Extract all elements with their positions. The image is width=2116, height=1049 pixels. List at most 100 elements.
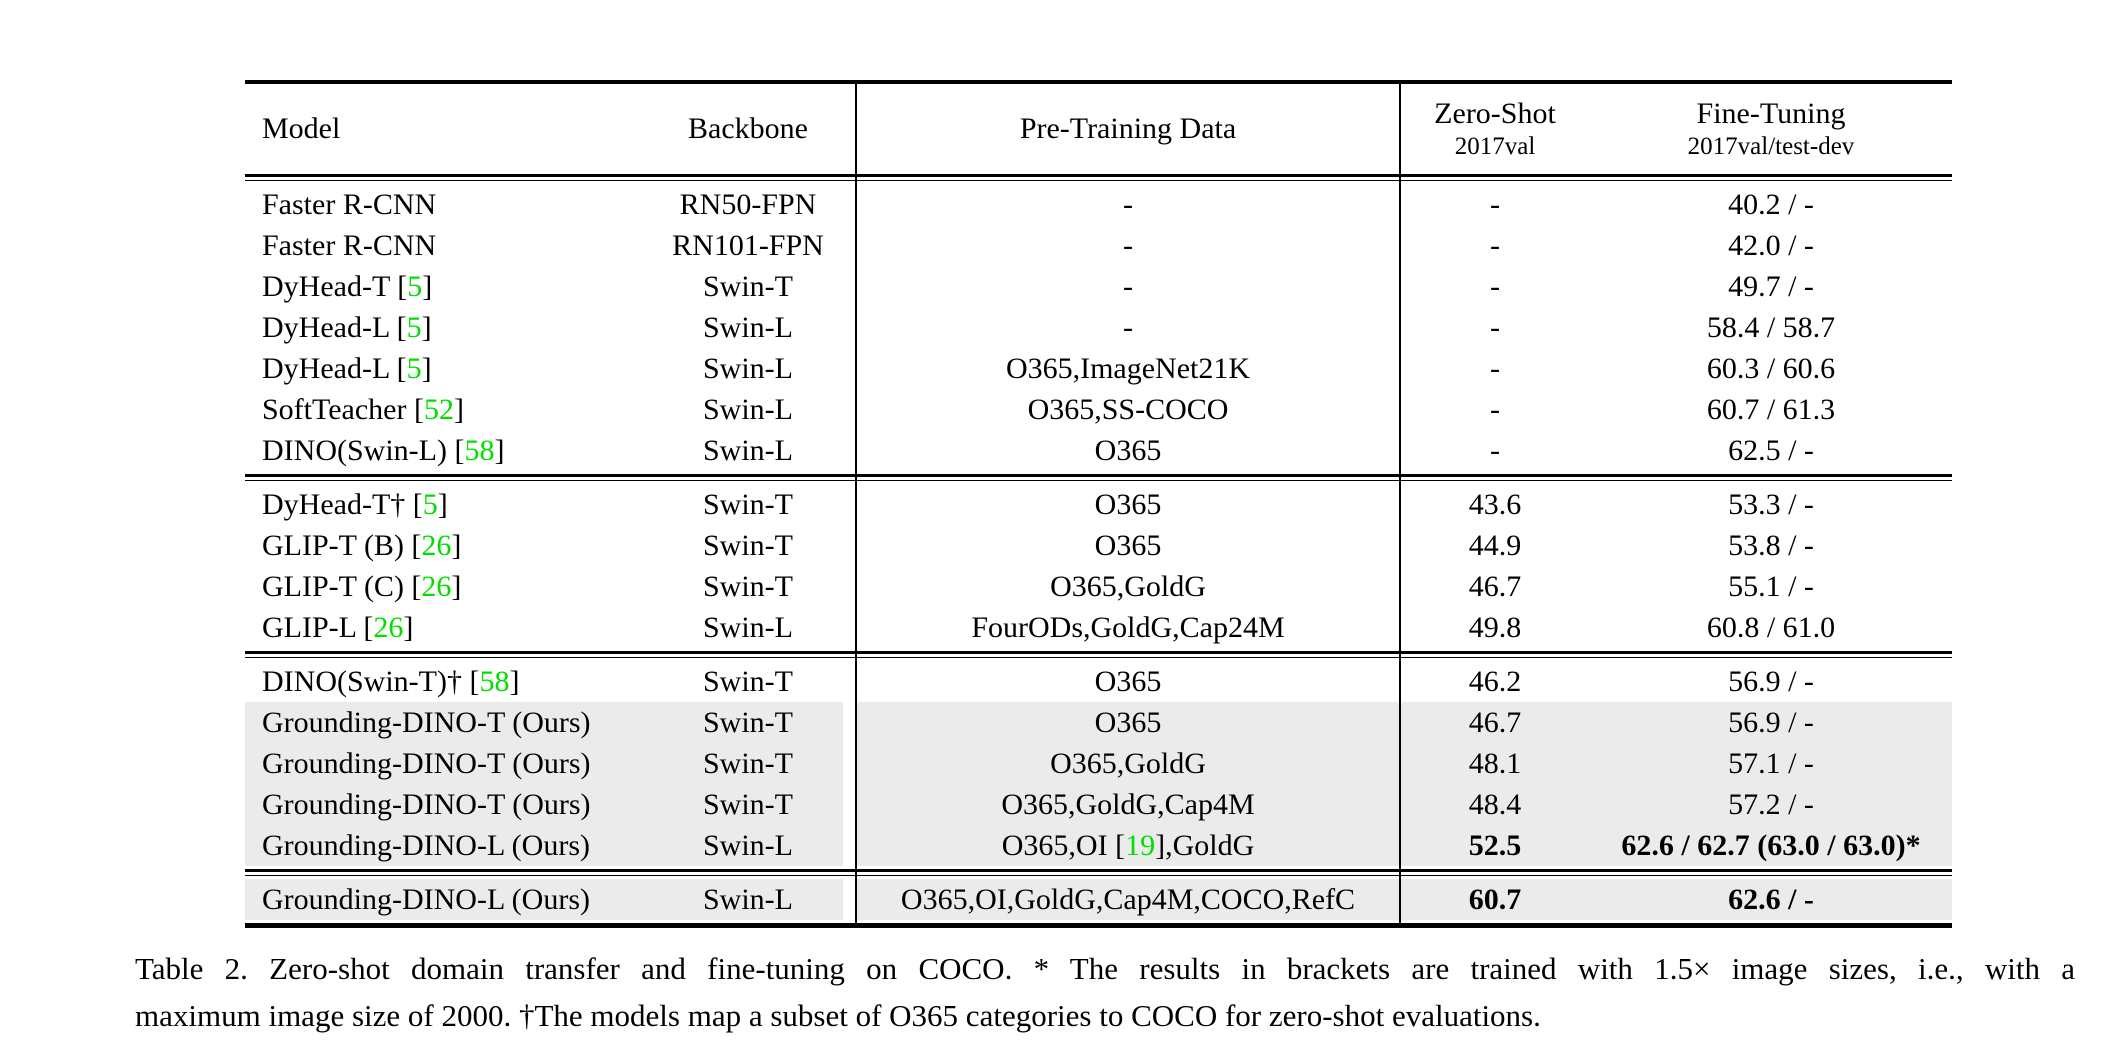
cell-model: DINO(Swin-L) [58] [262, 434, 505, 467]
cell-backbone: Swin-L [703, 611, 793, 644]
cell-zero-shot: 48.1 [1400, 743, 1590, 784]
citation-reference: 5 [406, 311, 422, 344]
cell-model: SoftTeacher [52] [262, 393, 464, 426]
cell-fine-tuning: 62.5 / - [1728, 434, 1814, 467]
column-header-model: Model [245, 111, 640, 147]
column-header-fine-tuning: Fine-Tuning 2017val/test-dev [1590, 96, 1952, 162]
cell-fine-tuning: 57.2 / - [1590, 784, 1952, 825]
cell-zero-shot: - [1490, 311, 1500, 344]
cell-fine-tuning: 40.2 / - [1728, 188, 1814, 221]
cell-zero-shot: - [1490, 188, 1500, 221]
cell-zero-shot: 60.7 [1400, 879, 1590, 920]
cell-model: GLIP-T (B) [26] [262, 529, 462, 562]
group-separator-rule [245, 869, 1952, 876]
cell-fine-tuning: 53.3 / - [1728, 488, 1814, 521]
cell-pretraining: FourODs,GoldG,Cap24M [971, 611, 1285, 644]
cell-model: DyHead-L [5] [262, 352, 432, 385]
cell-fine-tuning: 58.4 / 58.7 [1706, 311, 1836, 344]
cell-backbone: Swin-L [640, 879, 856, 920]
table-row: Faster R-CNN RN101-FPN - - 42.0 / - [245, 225, 1952, 266]
cell-zero-shot: 52.5 [1400, 825, 1590, 866]
cell-model: Grounding-DINO-L (Ours) [245, 825, 640, 866]
cell-pretraining: O365 [1094, 434, 1162, 467]
table-group: Faster R-CNN RN50-FPN - -40.2 / - Faster R-C… [245, 181, 1952, 474]
cell-backbone: Swin-T [703, 529, 793, 562]
cell-backbone: RN101-FPN [672, 229, 824, 262]
table-row: DINO(Swin-T)† [58] Swin-T O365 46.2 56.9 / - [245, 661, 1952, 702]
cell-fine-tuning: 49.7 / - [1728, 270, 1814, 303]
column-header-label: Zero-Shot [1434, 97, 1556, 130]
cell-backbone: Swin-T [703, 665, 793, 698]
table-row: DyHead-L [5] Swin-L - - 58.4 / 58.7 [245, 307, 1952, 348]
cell-fine-tuning: 60.8 / 61.0 [1706, 611, 1836, 644]
table-row: GLIP-T (B) [26] Swin-T O365 44.9 53.8 / - [245, 525, 1952, 566]
cell-backbone: Swin-L [640, 825, 856, 866]
cell-backbone: Swin-T [640, 784, 856, 825]
cell-fine-tuning: 57.1 / - [1590, 743, 1952, 784]
cell-zero-shot: 46.7 [1400, 702, 1590, 743]
cell-backbone: Swin-L [703, 393, 793, 426]
cell-model: GLIP-L [26] [262, 611, 414, 644]
cell-pretraining: O365 [1094, 488, 1162, 521]
cell-fine-tuning: 62.6 / - [1590, 879, 1952, 920]
cell-zero-shot: 43.6 [1468, 488, 1522, 521]
cell-pretraining: O365,GoldG [1050, 570, 1206, 603]
cell-pretraining: - [1123, 229, 1133, 262]
citation-reference: 26 [421, 529, 452, 562]
column-header-label: Backbone [688, 112, 808, 145]
citation-reference: 58 [464, 434, 495, 467]
cell-fine-tuning: 62.6 / 62.7 (63.0 / 63.0)* [1590, 825, 1952, 866]
table-row: DyHead-T [5] Swin-T - - 49.7 / - [245, 266, 1952, 307]
cell-pretraining: - [1123, 270, 1133, 303]
cell-zero-shot: 44.9 [1468, 529, 1522, 562]
cell-pretraining: O365,GoldG,Cap4M [856, 784, 1400, 825]
citation-reference: 5 [407, 270, 423, 303]
cell-backbone: Swin-T [703, 488, 793, 521]
cell-fine-tuning: 42.0 / - [1728, 229, 1814, 262]
cell-zero-shot: - [1490, 434, 1500, 467]
column-header-sublabel: 2017val/test-dev [1687, 133, 1855, 160]
cell-pretraining: - [1123, 311, 1133, 344]
cell-pretraining: O365,OI,GoldG,Cap4M,COCO,RefC [856, 879, 1400, 920]
table-caption: Table 2. Zero-shot domain transfer and f… [135, 945, 2075, 1039]
cell-backbone: Swin-T [703, 570, 793, 603]
cell-zero-shot: - [1490, 229, 1500, 262]
citation-reference: 5 [422, 488, 438, 521]
table-row: Grounding-DINO-T (Ours) Swin-T O365 46.7 56.… [245, 702, 1952, 743]
table-row: Grounding-DINO-T (Ours) Swin-T O365,GoldG 4… [245, 743, 1952, 784]
table-row: DyHead-T† [5] Swin-T O365 43.6 53.3 / - [245, 484, 1952, 525]
table-row: GLIP-T (C) [26] Swin-T O365,GoldG 46.7 55.1 … [245, 566, 1952, 607]
cell-model: Grounding-DINO-L (Ours) [245, 879, 640, 920]
cell-pretraining: O365 [856, 702, 1400, 743]
column-header-zero-shot: Zero-Shot 2017val [1400, 96, 1590, 162]
citation-reference: 26 [421, 570, 452, 603]
cell-zero-shot: 49.8 [1468, 611, 1522, 644]
cell-fine-tuning: 56.9 / - [1728, 665, 1814, 698]
cell-fine-tuning: 60.7 / 61.3 [1706, 393, 1836, 426]
cell-pretraining: O365,SS-COCO [1027, 393, 1229, 426]
cell-model: Grounding-DINO-T (Ours) [245, 743, 640, 784]
table-group: DyHead-T† [5] Swin-T O365 43.6 53.3 / - GLIP-… [245, 481, 1952, 651]
cell-pretraining: O365 [1094, 665, 1162, 698]
citation-reference: 19 [1125, 829, 1156, 862]
cell-zero-shot: 46.2 [1468, 665, 1522, 698]
group-separator-rule [245, 651, 1952, 658]
cell-fine-tuning: 56.9 / - [1590, 702, 1952, 743]
cell-model: DyHead-T [5] [262, 270, 433, 303]
column-divider-zero-shot [1399, 84, 1401, 923]
column-header-sublabel: 2017val [1454, 133, 1536, 160]
cell-pretraining: O365,OI [19],GoldG [856, 825, 1400, 866]
table-row: Grounding-DINO-L (Ours) Swin-L O365,OI [19… [245, 825, 1952, 866]
cell-model: GLIP-T (C) [26] [262, 570, 462, 603]
table-row: Grounding-DINO-L (Ours) Swin-L O365,OI,Gol… [245, 879, 1952, 920]
table-row: DyHead-L [5] Swin-L O365,ImageNet21K - 60.3 … [245, 348, 1952, 389]
cell-backbone: Swin-T [640, 743, 856, 784]
column-header-pretraining-data: Pre-Training Data [856, 111, 1400, 147]
cell-backbone: Swin-T [640, 702, 856, 743]
cell-model: DyHead-T† [5] [262, 488, 448, 521]
cell-model: Faster R-CNN [262, 229, 437, 262]
citation-reference: 5 [406, 352, 422, 385]
cell-model: Grounding-DINO-T (Ours) [245, 702, 640, 743]
table-bottom-rule [245, 923, 1952, 928]
cell-model: DINO(Swin-T)† [58] [262, 665, 520, 698]
